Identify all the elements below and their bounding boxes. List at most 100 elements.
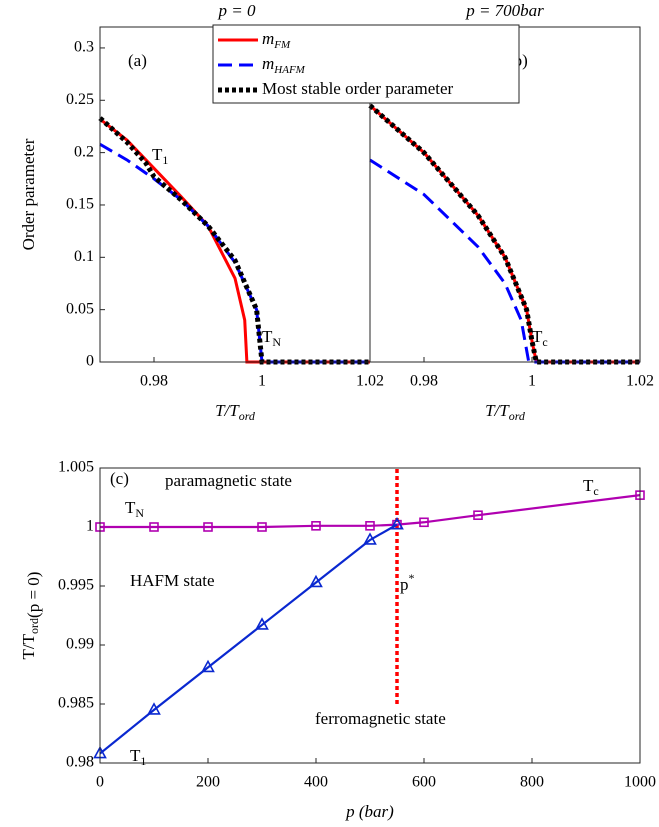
subscript: N — [272, 335, 281, 349]
text-part: T/T — [19, 633, 38, 659]
text-part: T — [130, 746, 141, 765]
series-line — [369, 158, 640, 364]
x-tick-label: 0.98 — [140, 373, 168, 390]
series-line — [99, 523, 398, 755]
y-tick-label: 1 — [86, 518, 94, 535]
subscript: 1 — [140, 754, 146, 768]
marker — [363, 532, 377, 545]
text-part: T — [125, 498, 136, 517]
legend-name: Most stable order parameter — [262, 79, 454, 98]
annotation: Tc — [532, 327, 548, 349]
x-tick-label: 800 — [520, 774, 544, 791]
series-line — [368, 103, 640, 365]
y-tick-label: 0.3 — [74, 39, 94, 56]
marker — [365, 521, 375, 531]
marker — [473, 510, 483, 521]
superscript: * — [409, 571, 415, 585]
legend-box — [212, 24, 520, 104]
annotation: (c) — [110, 469, 129, 488]
y-axis-label: Order parameter — [19, 138, 38, 250]
y-tick-label: 0.985 — [58, 695, 94, 712]
panel-title: p = 0 — [218, 1, 256, 20]
annotation: TN — [262, 327, 281, 349]
annotation: ferromagnetic state — [315, 709, 446, 728]
annotation: T1 — [130, 746, 146, 768]
y-tick-label: 0.995 — [58, 577, 94, 594]
legend-subscript: HAFM — [273, 64, 305, 76]
plot-area — [100, 468, 640, 763]
text-part: T — [532, 327, 543, 346]
subscript: c — [542, 335, 547, 349]
series-line — [100, 494, 641, 529]
legend-name: m — [262, 29, 274, 48]
marker — [390, 516, 404, 530]
y-tick-label: 0.05 — [66, 300, 94, 317]
text-part: p — [400, 575, 409, 594]
x-tick-label: 0.98 — [410, 373, 438, 390]
x-tick-label: 600 — [412, 774, 436, 791]
annotation: TN — [125, 498, 144, 520]
y-tick-label: 0.98 — [66, 754, 94, 771]
x-axis-label: p (bar) — [345, 802, 394, 821]
series-line — [98, 116, 370, 365]
annotation: (a) — [128, 51, 147, 70]
y-tick-label: 1.005 — [58, 459, 94, 476]
subscript: ord — [27, 618, 41, 634]
axes-frame — [99, 467, 641, 764]
marker — [201, 659, 215, 673]
legend-name: m — [262, 54, 274, 73]
text-part: ferromagnetic state — [315, 709, 446, 728]
text-part: T — [262, 327, 273, 346]
x-tick-label: 0 — [96, 774, 104, 791]
x-tick-label: 1000 — [624, 774, 656, 791]
text-part: p (bar) — [345, 802, 394, 821]
legend-subscript: FM — [273, 39, 291, 51]
text-part: HAFM state — [130, 571, 215, 590]
y-axis-label: T/Tord(p = 0) — [19, 572, 43, 660]
y-tick-label: 0.99 — [66, 636, 94, 653]
text-part: paramagnetic state — [165, 471, 292, 490]
legend-label: mHAFM — [262, 54, 306, 76]
subscript: c — [593, 484, 598, 498]
x-tick-label: 1.02 — [356, 373, 384, 390]
y-tick-label: 0.25 — [66, 91, 94, 108]
x-tick-label: 1 — [258, 373, 266, 390]
x-tick-label: 400 — [304, 774, 328, 791]
annotation: HAFM state — [130, 571, 215, 590]
text-part: T — [152, 145, 163, 164]
x-axis-label: T/Tord — [215, 401, 256, 423]
marker — [311, 521, 321, 531]
panel-title: p = 700bar — [465, 1, 544, 20]
marker — [203, 522, 213, 532]
text-part: (p = 0) — [24, 572, 43, 618]
text-part: (a) — [128, 51, 147, 70]
subscript: N — [135, 506, 144, 520]
marker — [257, 522, 267, 532]
text-part: Order parameter — [19, 138, 38, 250]
x-tick-label: 1 — [528, 373, 536, 390]
marker — [255, 617, 269, 630]
annotation: p* — [400, 571, 415, 594]
x-axis-label: T/Tord — [485, 401, 526, 423]
subscript: ord — [239, 409, 256, 423]
y-tick-label: 0 — [86, 353, 94, 370]
annotation: Tc — [583, 476, 599, 498]
text-part: (c) — [110, 469, 129, 488]
text-part: T/T — [215, 401, 240, 420]
y-tick-label: 0.1 — [74, 248, 94, 265]
legend-label: Most stable order parameter — [262, 79, 454, 98]
x-tick-label: 200 — [196, 774, 220, 791]
text-part: T/T — [485, 401, 510, 420]
y-tick-label: 0.2 — [74, 143, 94, 160]
y-tick-label: 0.15 — [66, 196, 94, 213]
marker — [419, 517, 429, 528]
text-part: T — [583, 476, 594, 495]
subscript: ord — [509, 409, 526, 423]
legend-label: mFM — [262, 29, 291, 51]
annotation: paramagnetic state — [165, 471, 292, 490]
series-line — [99, 142, 370, 364]
subscript: 1 — [162, 153, 168, 167]
marker — [149, 522, 159, 532]
annotation: T1 — [152, 145, 168, 167]
